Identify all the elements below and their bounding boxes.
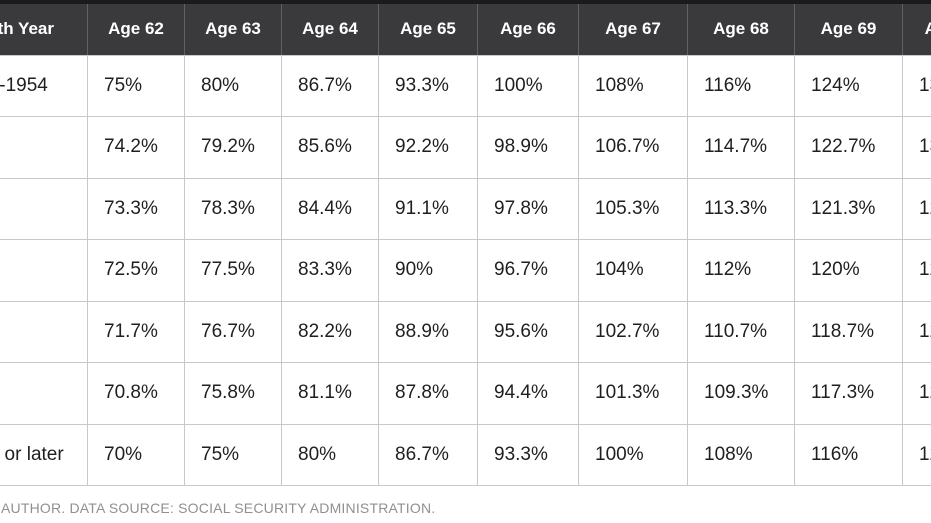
value-cell: 121.3% bbox=[794, 177, 903, 240]
value-cell: 128% bbox=[902, 239, 931, 302]
col-header-age-63: Age 63 bbox=[184, 0, 282, 56]
value-cell: 96.7% bbox=[477, 239, 579, 302]
value-cell: 110.7% bbox=[687, 300, 795, 363]
value-cell: 75% bbox=[184, 423, 282, 486]
value-cell: 93.3% bbox=[477, 423, 579, 486]
value-cell: 81.1% bbox=[281, 362, 379, 425]
year-cell: 1955 bbox=[0, 116, 88, 179]
source-note: AUTHOR. DATA SOURCE: SOCIAL SECURITY ADM… bbox=[1, 500, 436, 516]
value-cell: 79.2% bbox=[184, 116, 282, 179]
value-cell: 78.3% bbox=[184, 177, 282, 240]
table-row-1957: 1957 72.5% 77.5% 83.3% 90% 96.7% 104% 11… bbox=[0, 239, 931, 302]
value-cell: 95.6% bbox=[477, 300, 579, 363]
value-cell: 93.3% bbox=[378, 54, 478, 117]
col-header-age-65: Age 65 bbox=[378, 0, 478, 56]
value-cell: 130.7% bbox=[902, 116, 931, 179]
value-cell: 98.9% bbox=[477, 116, 579, 179]
value-cell: 109.3% bbox=[687, 362, 795, 425]
value-cell: 70.8% bbox=[87, 362, 185, 425]
value-cell: 80% bbox=[184, 54, 282, 117]
value-cell: 117.3% bbox=[794, 362, 903, 425]
value-cell: 94.4% bbox=[477, 362, 579, 425]
value-cell: 124% bbox=[902, 423, 931, 486]
value-cell: 106.7% bbox=[578, 116, 688, 179]
value-cell: 85.6% bbox=[281, 116, 379, 179]
col-header-birth-year: Birth Year bbox=[0, 0, 88, 56]
value-cell: 104% bbox=[578, 239, 688, 302]
col-header-age-66: Age 66 bbox=[477, 0, 579, 56]
value-cell: 84.4% bbox=[281, 177, 379, 240]
year-cell: 1960 or later bbox=[0, 423, 88, 486]
value-cell: 71.7% bbox=[87, 300, 185, 363]
header-row: Birth Year Age 62 Age 63 Age 64 Age 65 A… bbox=[0, 0, 931, 56]
value-cell: 75% bbox=[87, 54, 185, 117]
value-cell: 120% bbox=[794, 239, 903, 302]
year-cell: 1956 bbox=[0, 177, 88, 240]
value-cell: 70% bbox=[87, 423, 185, 486]
col-header-age-62: Age 62 bbox=[87, 0, 185, 56]
table-row-1959: 1959 70.8% 75.8% 81.1% 87.8% 94.4% 101.3… bbox=[0, 362, 931, 425]
value-cell: 108% bbox=[578, 54, 688, 117]
value-cell: 116% bbox=[794, 423, 903, 486]
value-cell: 124% bbox=[794, 54, 903, 117]
value-cell: 76.7% bbox=[184, 300, 282, 363]
value-cell: 87.8% bbox=[378, 362, 478, 425]
table-row-1956: 1956 73.3% 78.3% 84.4% 91.1% 97.8% 105.3… bbox=[0, 177, 931, 240]
col-header-age-67: Age 67 bbox=[578, 0, 688, 56]
value-cell: 100% bbox=[578, 423, 688, 486]
col-header-age-64: Age 64 bbox=[281, 0, 379, 56]
value-cell: 91.1% bbox=[378, 177, 478, 240]
year-cell: 1958 bbox=[0, 300, 88, 363]
value-cell: 97.8% bbox=[477, 177, 579, 240]
value-cell: 114.7% bbox=[687, 116, 795, 179]
value-cell: 118.7% bbox=[794, 300, 903, 363]
value-cell: 86.7% bbox=[378, 423, 478, 486]
value-cell: 80% bbox=[281, 423, 379, 486]
col-header-age-70: Age 70 bbox=[902, 0, 931, 56]
col-header-age-69: Age 69 bbox=[794, 0, 903, 56]
value-cell: 105.3% bbox=[578, 177, 688, 240]
table-row-1955: 1955 74.2% 79.2% 85.6% 92.2% 98.9% 106.7… bbox=[0, 116, 931, 179]
value-cell: 112% bbox=[687, 239, 795, 302]
value-cell: 113.3% bbox=[687, 177, 795, 240]
social-security-benefits-table: Birth Year Age 62 Age 63 Age 64 Age 65 A… bbox=[0, 0, 931, 486]
value-cell: 83.3% bbox=[281, 239, 379, 302]
table-row-1943-1954: 1943-1954 75% 80% 86.7% 93.3% 100% 108% … bbox=[0, 54, 931, 117]
value-cell: 77.5% bbox=[184, 239, 282, 302]
value-cell: 101.3% bbox=[578, 362, 688, 425]
year-cell: 1959 bbox=[0, 362, 88, 425]
col-header-age-68: Age 68 bbox=[687, 0, 795, 56]
year-cell: 1957 bbox=[0, 239, 88, 302]
value-cell: 122.7% bbox=[794, 116, 903, 179]
table-row-1958: 1958 71.7% 76.7% 82.2% 88.9% 95.6% 102.7… bbox=[0, 300, 931, 363]
value-cell: 86.7% bbox=[281, 54, 379, 117]
value-cell: 100% bbox=[477, 54, 579, 117]
value-cell: 73.3% bbox=[87, 177, 185, 240]
value-cell: 132% bbox=[902, 54, 931, 117]
value-cell: 125.3% bbox=[902, 362, 931, 425]
value-cell: 92.2% bbox=[378, 116, 478, 179]
value-cell: 75.8% bbox=[184, 362, 282, 425]
value-cell: 82.2% bbox=[281, 300, 379, 363]
table-row-1960-or-later: 1960 or later 70% 75% 80% 86.7% 93.3% 10… bbox=[0, 423, 931, 486]
value-cell: 126.7% bbox=[902, 300, 931, 363]
value-cell: 90% bbox=[378, 239, 478, 302]
value-cell: 102.7% bbox=[578, 300, 688, 363]
value-cell: 116% bbox=[687, 54, 795, 117]
value-cell: 108% bbox=[687, 423, 795, 486]
value-cell: 74.2% bbox=[87, 116, 185, 179]
year-cell: 1943-1954 bbox=[0, 54, 88, 117]
table-clip-container: Birth Year Age 62 Age 63 Age 64 Age 65 A… bbox=[0, 0, 931, 486]
value-cell: 129.3% bbox=[902, 177, 931, 240]
value-cell: 88.9% bbox=[378, 300, 478, 363]
value-cell: 72.5% bbox=[87, 239, 185, 302]
